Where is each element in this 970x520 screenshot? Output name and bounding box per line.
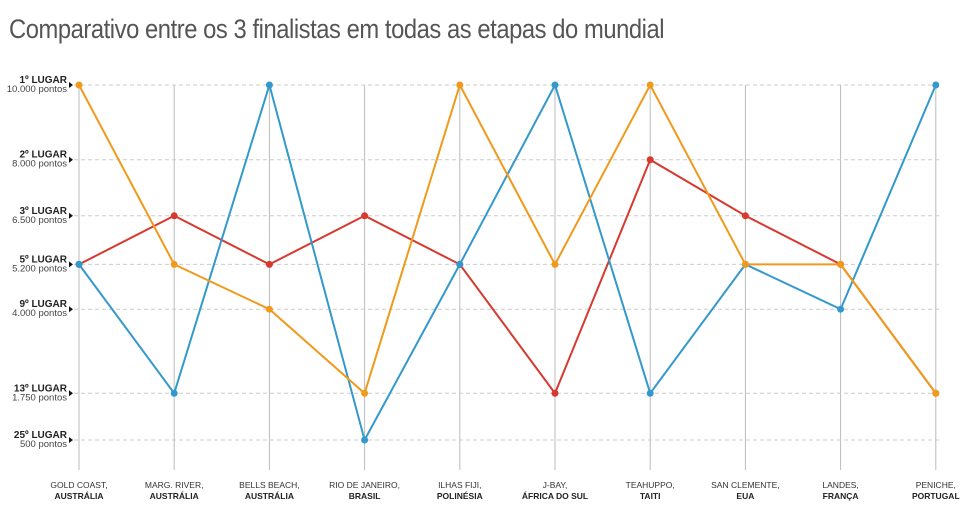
chart-title: Comparativo entre os 3 finalistas em tod… <box>9 14 665 44</box>
y-tick-points: 500 pontos <box>20 439 67 450</box>
data-point-blue <box>837 305 845 313</box>
x-tick-label-place: BELLS BEACH, <box>239 480 299 490</box>
x-tick-label-country: ÁFRICA DO SUL <box>522 491 588 501</box>
tick-arrow-icon <box>69 212 73 219</box>
data-point-orange <box>741 260 749 268</box>
y-tick-points: 4.000 pontos <box>12 308 67 319</box>
x-tick-label-country: AUSTRÁLIA <box>245 491 294 501</box>
data-point-red <box>361 212 369 220</box>
data-point-blue <box>265 81 273 89</box>
y-tick-place: 5º LUGAR <box>19 254 67 265</box>
x-tick-label-country: EUA <box>736 491 754 501</box>
series-line-blue <box>78 81 937 443</box>
data-point-orange <box>551 260 559 268</box>
data-point-red <box>741 212 749 220</box>
tick-arrow-icon <box>69 390 73 397</box>
x-tick-label-country: POLINÉSIA <box>437 491 483 501</box>
x-tick-label-place: J-BAY, <box>543 480 568 490</box>
x-tick-label-country: AUSTRÁLIA <box>54 491 103 501</box>
x-tick-label-country: TAITI <box>640 491 661 501</box>
data-point-blue <box>170 389 178 397</box>
y-tick-points: 8.000 pontos <box>12 159 67 170</box>
tick-arrow-icon <box>69 156 73 163</box>
data-point-orange <box>932 389 940 397</box>
series-orange <box>75 81 940 397</box>
x-tick-label-place: RIO DE JANEIRO, <box>329 480 400 490</box>
data-point-blue <box>932 81 940 89</box>
y-tick-place: 2º LUGAR <box>19 150 67 161</box>
data-point-red <box>265 260 273 268</box>
series-blue <box>75 81 940 444</box>
tick-arrow-icon <box>69 82 73 88</box>
data-point-blue <box>456 260 464 268</box>
data-point-orange <box>75 81 83 89</box>
tick-arrow-icon <box>69 261 73 268</box>
data-point-blue <box>75 260 83 268</box>
tick-arrow-icon <box>69 437 73 443</box>
x-tick-label-place: PENICHE, <box>916 480 956 490</box>
x-tick-label-place: LANDES, <box>822 480 858 490</box>
data-point-orange <box>170 260 178 268</box>
x-tick-label-country: BRASIL <box>349 491 381 501</box>
data-point-red <box>646 156 654 164</box>
data-point-orange <box>265 305 273 313</box>
y-tick-points: 5.200 pontos <box>12 263 67 274</box>
x-tick-label-place: ILHAS FIJI, <box>438 480 481 490</box>
x-tick-label-place: GOLD COAST, <box>50 480 107 490</box>
series-line-orange <box>78 82 937 396</box>
data-point-blue <box>361 436 369 444</box>
y-tick-place: 9º LUGAR <box>19 299 67 310</box>
x-tick-label-place: MARG. RIVER, <box>145 480 204 490</box>
series-red <box>75 156 940 397</box>
data-point-blue <box>551 81 559 89</box>
x-tick-label-place: SAN CLEMENTE, <box>711 480 780 490</box>
y-tick-place: 1º LUGAR <box>19 75 67 86</box>
x-tick-label-place: TEAHUPPO, <box>626 480 675 490</box>
data-point-orange <box>646 81 654 89</box>
y-tick-points: 1.750 pontos <box>12 392 67 403</box>
data-point-red <box>170 212 178 220</box>
data-point-orange <box>837 260 845 268</box>
y-tick-points: 6.500 pontos <box>12 215 67 226</box>
y-tick-points: 10.000 pontos <box>7 84 67 95</box>
data-point-red <box>551 389 559 397</box>
x-tick-label-country: AUSTRÁLIA <box>150 491 199 501</box>
series-line-red <box>78 158 937 396</box>
x-tick-label-country: FRANÇA <box>823 491 859 501</box>
y-tick-place: 25º LUGAR <box>14 430 68 441</box>
y-tick-place: 13º LUGAR <box>14 383 68 394</box>
y-tick-place: 3º LUGAR <box>19 206 67 217</box>
x-tick-label-country: PORTUGAL <box>912 491 960 501</box>
data-point-orange <box>456 81 464 89</box>
data-point-orange <box>361 389 369 397</box>
data-point-blue <box>646 389 654 397</box>
tick-arrow-icon <box>69 306 73 313</box>
